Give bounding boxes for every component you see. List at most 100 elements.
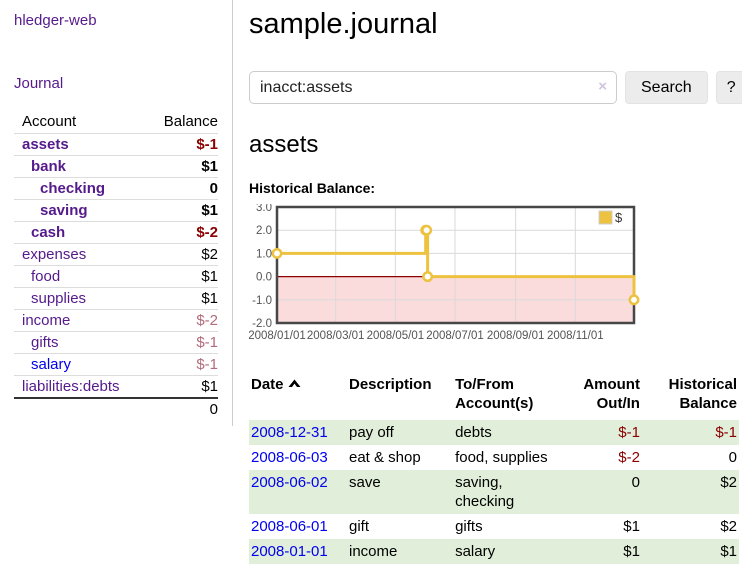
svg-text:$: $ (615, 210, 623, 225)
sidebar-account-link[interactable]: bank (31, 158, 67, 175)
sidebar: hledger-web Journal Account Balance asse… (0, 0, 233, 426)
register-header-accounts: To/From Account(s) (455, 376, 534, 412)
svg-text:2008/05/01: 2008/05/01 (367, 330, 425, 342)
search-row: × Search ? (249, 71, 742, 104)
main-content: sample.journal × Search ? assets Histori… (233, 0, 742, 572)
sidebar-account-link[interactable]: income (22, 312, 71, 329)
transaction-row: 2008-12-31 pay off debts $-1 $-1 (249, 420, 739, 445)
transaction-accounts: salary (455, 543, 496, 560)
help-button[interactable]: ? (715, 71, 742, 104)
sidebar-account-link[interactable]: expenses (22, 246, 87, 263)
search-input[interactable] (249, 71, 617, 104)
sidebar-account-link[interactable]: checking (40, 180, 106, 197)
register-header-date[interactable]: Date (249, 373, 347, 420)
transaction-accounts: debts (455, 424, 492, 441)
svg-text:2.0: 2.0 (256, 225, 272, 237)
account-balance: $1 (148, 155, 218, 178)
transaction-date-link[interactable]: 2008-06-02 (251, 474, 328, 491)
account-row: liabilities:debts $1 (14, 375, 218, 399)
account-balance: $-2 (148, 309, 218, 332)
transaction-description: eat & shop (348, 449, 421, 466)
accounts-header-balance: Balance (148, 110, 218, 134)
accounts-header-row: Account Balance (14, 110, 218, 134)
sidebar-account-link[interactable]: saving (40, 202, 88, 219)
transaction-description: save (348, 474, 381, 491)
transaction-accounts: saving, checking (455, 474, 515, 510)
transaction-amount: $-1 (618, 424, 640, 441)
account-row: salary $-1 (14, 353, 218, 376)
chart-heading: Historical Balance: (249, 180, 376, 196)
search-button[interactable]: Search (625, 71, 708, 104)
account-balance: $-1 (148, 331, 218, 354)
account-balance: $-2 (148, 221, 218, 244)
transaction-row: 2008-06-03 eat & shop food, supplies $-2 0 (249, 445, 739, 470)
register-header-balance: Historical Balance (668, 376, 737, 412)
clear-search-icon[interactable]: × (598, 78, 607, 95)
account-balance: 0 (148, 177, 218, 200)
account-balance: $1 (148, 375, 218, 399)
account-row: expenses $2 (14, 243, 218, 266)
transaction-balance: 0 (728, 449, 737, 466)
transaction-balance: $2 (720, 474, 737, 491)
transaction-date-link[interactable]: 2008-01-01 (251, 543, 328, 560)
account-balance: $1 (148, 199, 218, 222)
search-box: × (249, 71, 617, 104)
sidebar-item-journal[interactable]: Journal (14, 75, 64, 92)
register-header-amount: Amount Out/In (583, 376, 640, 412)
account-row: assets $-1 (14, 133, 218, 156)
account-balance: $-1 (148, 353, 218, 376)
transaction-description: income (348, 543, 398, 560)
account-row: gifts $-1 (14, 331, 218, 354)
svg-text:1.0: 1.0 (256, 248, 272, 260)
brand-link[interactable]: hledger-web (14, 12, 97, 29)
sidebar-account-link[interactable]: assets (22, 136, 69, 153)
transaction-row: 2008-06-01 gift gifts $1 $2 (249, 514, 739, 539)
transaction-amount: $1 (623, 543, 640, 560)
transaction-balance: $1 (720, 543, 737, 560)
account-row: income $-2 (14, 309, 218, 332)
sidebar-account-link[interactable]: gifts (31, 334, 59, 351)
svg-text:2008/11/01: 2008/11/01 (547, 330, 604, 342)
transaction-amount: 0 (631, 474, 640, 491)
accounts-total-row: 0 (14, 397, 218, 420)
page-title: sample.journal (249, 8, 438, 40)
transaction-amount: $-2 (618, 449, 640, 466)
svg-text:2008/03/01: 2008/03/01 (307, 330, 365, 342)
svg-text:2008/09/01: 2008/09/01 (487, 330, 545, 342)
sort-ascending-icon (288, 375, 301, 394)
sidebar-account-link[interactable]: cash (31, 224, 66, 241)
transaction-description: pay off (348, 424, 394, 441)
account-balance: $2 (148, 243, 218, 266)
sidebar-account-link[interactable]: salary (31, 356, 72, 373)
transaction-row: 2008-01-01 income salary $1 $1 (249, 539, 739, 564)
svg-text:3.0: 3.0 (256, 204, 272, 214)
account-row: checking 0 (14, 177, 218, 200)
transaction-date-link[interactable]: 2008-12-31 (251, 424, 328, 441)
transaction-accounts: gifts (455, 518, 483, 535)
sidebar-account-link[interactable]: liabilities:debts (22, 378, 120, 395)
accounts-header-account: Account (14, 110, 149, 134)
svg-text:2008/07/01: 2008/07/01 (426, 330, 484, 342)
account-balance: $1 (148, 287, 218, 310)
transaction-date-link[interactable]: 2008-06-03 (251, 449, 328, 466)
sidebar-account-link[interactable]: supplies (31, 290, 87, 307)
register-header-row: Date Description To/From Account(s) Amou… (249, 373, 739, 420)
transaction-balance: $-1 (715, 424, 737, 441)
sidebar-account-link[interactable]: food (31, 268, 61, 285)
svg-text:2008/01/01: 2008/01/01 (249, 330, 306, 342)
accounts-table: Account Balance assets $-1 bank $1 checking 0… (14, 110, 218, 420)
svg-text:-2.0: -2.0 (252, 318, 272, 330)
transaction-accounts: food, supplies (455, 449, 548, 466)
account-heading: assets (249, 131, 319, 158)
register-header-description: Description (348, 376, 432, 393)
transaction-balance: $2 (720, 518, 737, 535)
transaction-amount: $1 (623, 518, 640, 535)
account-row: saving $1 (14, 199, 218, 222)
account-balance: $-1 (148, 133, 218, 156)
account-balance: $1 (148, 265, 218, 288)
account-row: cash $-2 (14, 221, 218, 244)
transaction-row: 2008-06-02 save saving, checking 0 $2 (249, 470, 739, 514)
svg-text:-1.0: -1.0 (252, 295, 272, 307)
transaction-date-link[interactable]: 2008-06-01 (251, 518, 328, 535)
